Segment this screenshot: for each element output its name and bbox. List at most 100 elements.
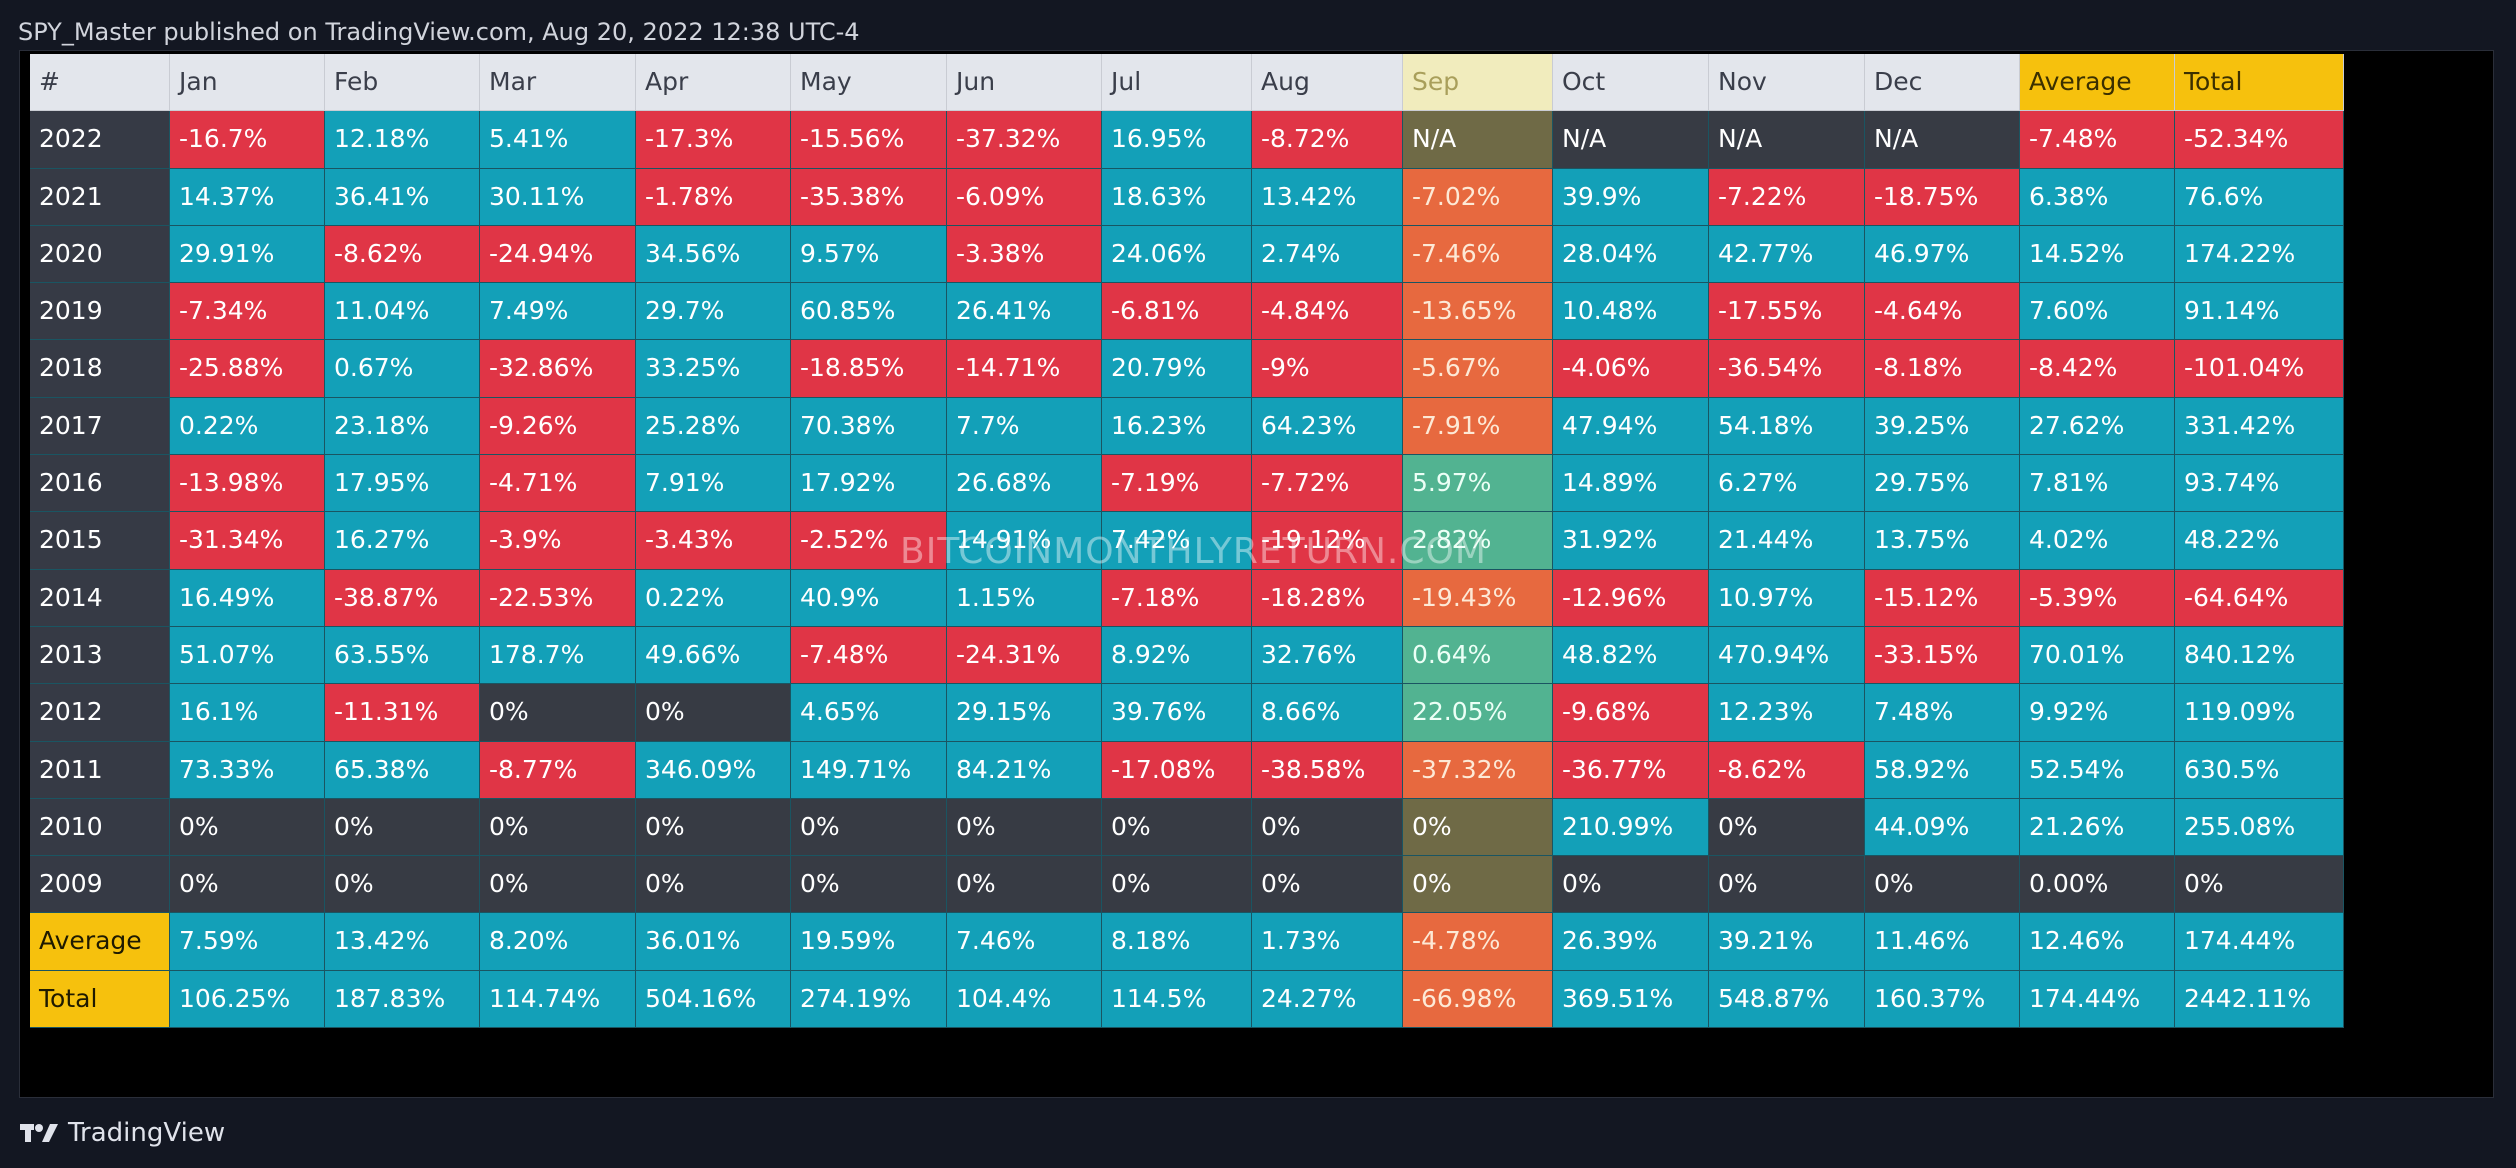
table-cell-2020-jun: -3.38% xyxy=(947,225,1102,284)
table-cell-total-apr: 504.16% xyxy=(636,970,791,1029)
table-cell-2015-jan: -31.34% xyxy=(170,512,325,570)
table-cell-2016-nov: 6.27% xyxy=(1709,455,1865,513)
table-cell-2018-mar: -32.86% xyxy=(480,340,636,398)
table-cell-2010-total: 255.08% xyxy=(2175,798,2344,857)
table-cell-2018-sep: -5.67% xyxy=(1403,340,1553,398)
table-cell-2009-dec: 0% xyxy=(1865,856,2020,914)
column-header-sep: Sep xyxy=(1403,54,1553,112)
table-cell-2012-feb: -11.31% xyxy=(325,684,480,742)
table-cell-2015-jun: 14.91% xyxy=(947,512,1102,570)
table-cell-2009-apr: 0% xyxy=(636,856,791,914)
table-cell-2013-total: 840.12% xyxy=(2175,626,2344,685)
table-cell-2022-dec: N/A xyxy=(1865,111,2020,169)
table-cell-2014-jan: 16.49% xyxy=(170,569,325,627)
table-cell-average-sep: -4.78% xyxy=(1403,913,1553,971)
table-cell-2022-nov: N/A xyxy=(1709,111,1865,169)
table-cell-2011-oct: -36.77% xyxy=(1553,741,1709,799)
table-cell-2018-aug: -9% xyxy=(1252,340,1403,398)
tradingview-logo-icon[interactable] xyxy=(20,1122,58,1144)
table-cell-2009-average: 0.00% xyxy=(2020,856,2175,914)
table-cell-2020-mar: -24.94% xyxy=(480,225,636,284)
table-cell-2022-aug: -8.72% xyxy=(1252,111,1403,169)
table-cell-total-sep: -66.98% xyxy=(1403,970,1553,1029)
table-cell-2010-nov: 0% xyxy=(1709,798,1865,857)
table-cell-2016-average: 7.81% xyxy=(2020,455,2175,513)
table-cell-2021-dec: -18.75% xyxy=(1865,168,2020,226)
row-label-2009: 2009 xyxy=(30,856,170,914)
table-cell-2013-mar: 178.7% xyxy=(480,626,636,685)
table-cell-2017-dec: 39.25% xyxy=(1865,397,2020,456)
table-cell-2018-nov: -36.54% xyxy=(1709,340,1865,398)
table-cell-2010-sep: 0% xyxy=(1403,798,1553,857)
chart-panel[interactable]: # Jan Feb Mar Apr May Jun Jul Aug Sep Oct Nov Dec Ave… xyxy=(19,50,2494,1098)
table-cell-2021-average: 6.38% xyxy=(2020,168,2175,226)
row-label-2012: 2012 xyxy=(30,684,170,742)
table-cell-2022-total: -52.34% xyxy=(2175,111,2344,169)
table-cell-2014-dec: -15.12% xyxy=(1865,569,2020,627)
table-cell-2020-average: 14.52% xyxy=(2020,225,2175,284)
column-header-mar: Mar xyxy=(480,54,636,112)
table-cell-2016-jul: -7.19% xyxy=(1102,455,1252,513)
row-label-2022: 2022 xyxy=(30,111,170,169)
table-cell-total-dec: 160.37% xyxy=(1865,970,2020,1029)
column-header-jul: Jul xyxy=(1102,54,1252,112)
table-cell-2010-apr: 0% xyxy=(636,798,791,857)
table-cell-2015-aug: -19.12% xyxy=(1252,512,1403,570)
table-cell-2014-average: -5.39% xyxy=(2020,569,2175,627)
table-cell-2014-may: 40.9% xyxy=(791,569,947,627)
table-cell-2012-sep: 22.05% xyxy=(1403,684,1553,742)
table-cell-2012-nov: 12.23% xyxy=(1709,684,1865,742)
row-label-2011: 2011 xyxy=(30,741,170,799)
table-cell-2017-sep: -7.91% xyxy=(1403,397,1553,456)
table-cell-2012-aug: 8.66% xyxy=(1252,684,1403,742)
table-cell-average-total: 174.44% xyxy=(2175,913,2344,971)
column-header-aug: Aug xyxy=(1252,54,1403,112)
publish-caption: SPY_Master published on TradingView.com,… xyxy=(18,18,860,46)
table-cell-2012-jan: 16.1% xyxy=(170,684,325,742)
table-cell-average-average: 12.46% xyxy=(2020,913,2175,971)
table-cell-2016-oct: 14.89% xyxy=(1553,455,1709,513)
table-cell-2010-aug: 0% xyxy=(1252,798,1403,857)
table-cell-2019-sep: -13.65% xyxy=(1403,283,1553,341)
table-cell-2016-apr: 7.91% xyxy=(636,455,791,513)
table-cell-2019-feb: 11.04% xyxy=(325,283,480,341)
table-cell-2014-apr: 0.22% xyxy=(636,569,791,627)
table-cell-2021-oct: 39.9% xyxy=(1553,168,1709,226)
table-cell-2015-feb: 16.27% xyxy=(325,512,480,570)
table-cell-2016-dec: 29.75% xyxy=(1865,455,2020,513)
table-cell-2020-oct: 28.04% xyxy=(1553,225,1709,284)
table-cell-2018-oct: -4.06% xyxy=(1553,340,1709,398)
table-cell-2018-dec: -8.18% xyxy=(1865,340,2020,398)
table-cell-2013-may: -7.48% xyxy=(791,626,947,685)
table-cell-2021-feb: 36.41% xyxy=(325,168,480,226)
table-cell-2019-jun: 26.41% xyxy=(947,283,1102,341)
table-cell-2022-feb: 12.18% xyxy=(325,111,480,169)
row-label-2013: 2013 xyxy=(30,626,170,685)
table-cell-2013-nov: 470.94% xyxy=(1709,626,1865,685)
table-cell-total-may: 274.19% xyxy=(791,970,947,1029)
table-cell-2015-apr: -3.43% xyxy=(636,512,791,570)
table-cell-2018-apr: 33.25% xyxy=(636,340,791,398)
table-cell-2015-mar: -3.9% xyxy=(480,512,636,570)
table-cell-2015-oct: 31.92% xyxy=(1553,512,1709,570)
table-cell-total-nov: 548.87% xyxy=(1709,970,1865,1029)
table-cell-2012-apr: 0% xyxy=(636,684,791,742)
table-cell-2009-jan: 0% xyxy=(170,856,325,914)
table-cell-2009-aug: 0% xyxy=(1252,856,1403,914)
table-cell-2012-oct: -9.68% xyxy=(1553,684,1709,742)
table-cell-2013-average: 70.01% xyxy=(2020,626,2175,685)
table-cell-2012-average: 9.92% xyxy=(2020,684,2175,742)
table-cell-2017-apr: 25.28% xyxy=(636,397,791,456)
table-cell-2013-sep: 0.64% xyxy=(1403,626,1553,685)
table-cell-2020-jul: 24.06% xyxy=(1102,225,1252,284)
table-cell-2009-sep: 0% xyxy=(1403,856,1553,914)
table-cell-2011-apr: 346.09% xyxy=(636,741,791,799)
table-cell-2016-aug: -7.72% xyxy=(1252,455,1403,513)
footer-brand[interactable]: TradingView xyxy=(68,1118,226,1148)
table-cell-2019-mar: 7.49% xyxy=(480,283,636,341)
column-header-jun: Jun xyxy=(947,54,1102,112)
table-cell-2019-jan: -7.34% xyxy=(170,283,325,341)
table-cell-average-dec: 11.46% xyxy=(1865,913,2020,971)
table-cell-total-oct: 369.51% xyxy=(1553,970,1709,1029)
table-cell-2010-average: 21.26% xyxy=(2020,798,2175,857)
